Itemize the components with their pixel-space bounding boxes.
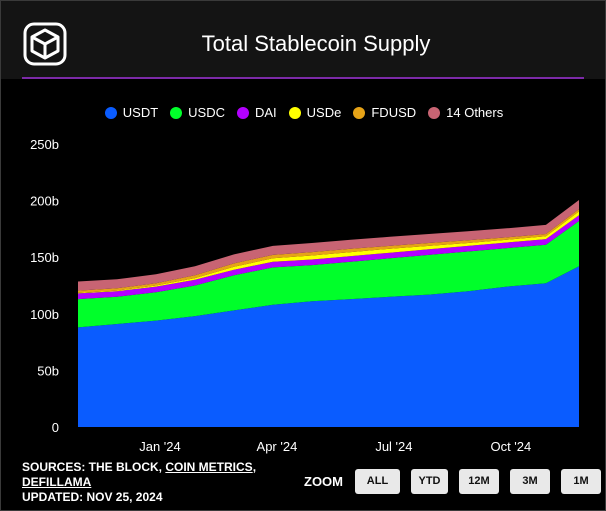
legend-item-14-others[interactable]: 14 Others	[428, 105, 503, 120]
x-tick-label: Jan '24	[139, 439, 181, 454]
series-area-usdc[interactable]	[78, 221, 579, 328]
defillama-link[interactable]: DEFILLAMA	[22, 475, 92, 489]
y-tick-label: 150b	[30, 250, 59, 265]
header: Total Stablecoin Supply	[1, 1, 605, 79]
zoom-label: ZOOM	[304, 474, 343, 489]
coin-metrics-link[interactable]: COIN METRICS	[165, 460, 253, 474]
legend-item-usdc[interactable]: USDC	[170, 105, 225, 120]
sources-separator: ,	[252, 460, 257, 474]
x-tick-label: Oct '24	[490, 439, 531, 454]
legend-label: USDC	[188, 105, 225, 120]
legend-item-dai[interactable]: DAI	[237, 105, 277, 120]
y-tick-label: 0	[52, 420, 59, 435]
zoom-12m-button[interactable]: 12M	[459, 469, 499, 494]
series-area-14-others[interactable]	[78, 200, 579, 291]
y-tick-label: 200b	[30, 194, 59, 209]
header-divider	[22, 77, 584, 79]
legend-swatch-icon	[170, 106, 183, 119]
x-tick-label: Apr '24	[257, 439, 298, 454]
sources-prefix: SOURCES: THE BLOCK,	[22, 460, 166, 474]
legend-swatch-icon	[428, 106, 441, 119]
stacked-area-chart: 0 50b 100b 150b 200b 250b Jan '24 Apr '24 Jul '2…	[30, 137, 579, 454]
zoom-all-button[interactable]: ALL	[355, 469, 400, 494]
the-block-logo-icon	[23, 22, 67, 66]
legend-label: FDUSD	[371, 105, 417, 120]
series-area-usdt[interactable]	[78, 266, 579, 427]
legend-label: 14 Others	[446, 105, 504, 120]
legend-swatch-icon	[353, 106, 366, 119]
y-tick-label: 100b	[30, 307, 59, 322]
updated-date: UPDATED: NOV 25, 2024	[22, 490, 163, 504]
x-tick-label: Jul '24	[375, 439, 412, 454]
legend-item-fdusd[interactable]: FDUSD	[353, 105, 416, 120]
legend-label: USDe	[306, 105, 342, 120]
chart-title: Total Stablecoin Supply	[201, 31, 431, 56]
zoom-controls: ZOOM ALL YTD 12M 3M 1M	[304, 469, 606, 494]
sources-note: SOURCES: THE BLOCK, COIN METRICS, DEFILL…	[22, 460, 292, 505]
zoom-1m-button[interactable]: 1M	[561, 469, 601, 494]
legend-swatch-icon	[237, 106, 249, 119]
y-tick-label: 50b	[37, 363, 59, 378]
zoom-3m-button[interactable]: 3M	[510, 469, 550, 494]
legend-swatch-icon	[288, 106, 301, 119]
legend-label: DAI	[255, 105, 277, 120]
legend-label: USDT	[122, 105, 159, 120]
y-tick-label: 250b	[30, 137, 59, 152]
legend-swatch-icon	[104, 106, 117, 119]
zoom-ytd-button[interactable]: YTD	[411, 469, 448, 494]
series-area-fdusd[interactable]	[78, 209, 579, 293]
legend-item-usdt[interactable]: USDT	[104, 105, 159, 120]
chart-legend: USDT USDC DAI USDe FDUSD 14 Others	[1, 105, 606, 120]
legend-item-usde[interactable]: USDe	[288, 105, 342, 120]
series-area-dai[interactable]	[78, 215, 579, 300]
